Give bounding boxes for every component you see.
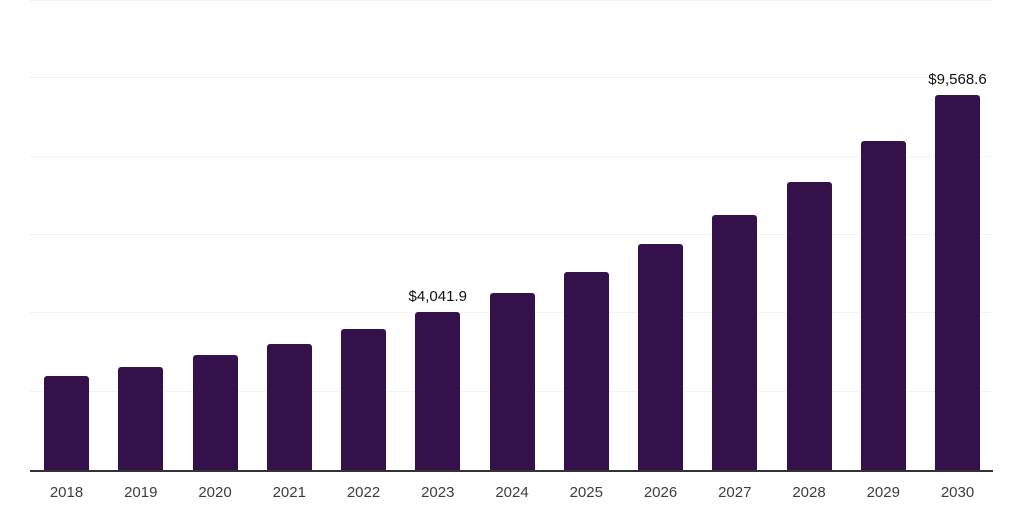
gridline-10000 <box>30 77 993 78</box>
bar-2020 <box>192 355 238 470</box>
x-tick-2018: 2018 <box>49 484 84 501</box>
bar-2025 <box>563 271 609 470</box>
x-tick-2019: 2019 <box>124 484 158 501</box>
bar-2030 <box>935 95 980 470</box>
x-tick-2025: 2025 <box>569 484 603 501</box>
x-tick-2023: 2023 <box>421 484 455 501</box>
bar-2027 <box>712 215 758 470</box>
gridline-8000 <box>30 156 993 157</box>
x-tick-2022: 2022 <box>346 484 381 501</box>
bar-2022 <box>341 328 386 470</box>
bar-2021 <box>266 343 312 470</box>
bar-2023 <box>415 311 461 470</box>
gridline-6000 <box>30 234 993 235</box>
x-tick-2027: 2027 <box>718 484 752 501</box>
bar-value-label-2030: $9,568.6 <box>928 71 987 89</box>
bar-2028 <box>786 181 832 470</box>
plot-area: $4,041.9 $9,568.6 <box>30 0 993 472</box>
x-tick-2024: 2024 <box>495 484 529 501</box>
bar-2018 <box>44 376 89 470</box>
bar-2029 <box>860 141 906 470</box>
gridline-12000 <box>30 0 993 1</box>
bar-2026 <box>638 244 683 470</box>
x-tick-2029: 2029 <box>866 484 900 501</box>
x-axis-line <box>30 470 993 472</box>
x-tick-2030: 2030 <box>940 484 975 501</box>
bar-value-label-2023: $4,041.9 <box>408 287 467 305</box>
x-tick-2026: 2026 <box>643 484 678 501</box>
bar-2024 <box>489 292 535 470</box>
x-tick-2021: 2021 <box>272 484 306 501</box>
x-tick-2020: 2020 <box>198 484 232 501</box>
bar-2019 <box>118 367 164 470</box>
x-tick-2028: 2028 <box>792 484 826 501</box>
